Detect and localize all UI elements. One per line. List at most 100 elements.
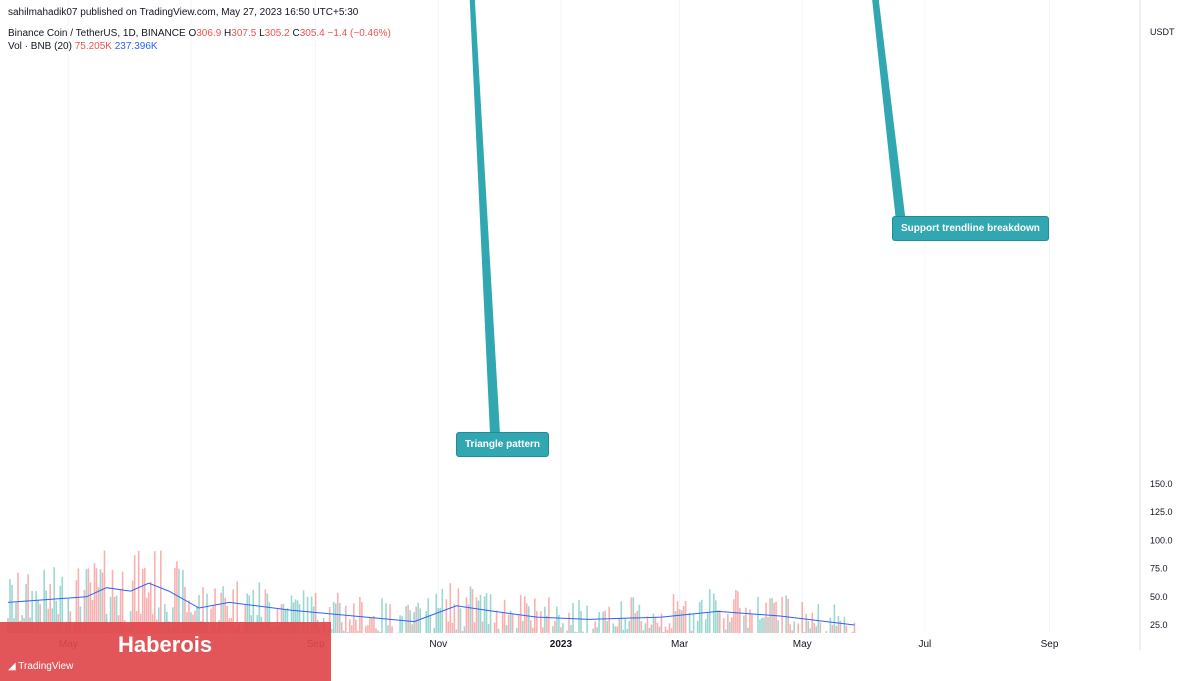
volume-bar [789,624,791,633]
grid [67,0,1141,650]
volume-bar [489,594,492,633]
volume-bar [614,626,617,633]
volume-bar [147,592,150,633]
time-tick-label: Jul [918,639,931,650]
volume-bar [59,585,62,633]
volume-bar [338,602,341,633]
volume-bar [340,622,343,633]
low-label: L [259,28,265,39]
volume-bar [622,629,625,633]
volume-bar [775,601,777,633]
volume-bar [101,572,104,633]
volume-bar [143,567,146,633]
time-tick-label: Sep [1041,639,1059,650]
volume-bar [552,626,554,633]
volume-bar [668,623,671,633]
volume-bar [672,594,675,633]
volume-bar [459,608,462,633]
volume-bar [451,622,454,633]
volume-bar [692,613,695,633]
volume-bar [747,627,749,633]
volume-bar [825,631,828,633]
volume-bar [596,627,598,633]
volume-bar [473,622,476,633]
volume-bar [529,620,532,633]
volume-bar [135,610,138,633]
volume-bar [851,631,854,633]
volume-bar [558,614,560,633]
volume-bar [266,593,269,633]
volume-bar [487,623,490,633]
volume-bar [616,626,619,633]
volume-bar [49,584,52,633]
volume-bar [570,624,572,633]
volume-bar [226,605,228,633]
volume-bar [757,596,759,633]
volume-bar [805,613,808,633]
volume-bar [797,623,799,633]
volume-bar [481,621,484,633]
volume-bar [336,592,339,633]
volume-bar [236,581,239,633]
volume-bar [184,586,186,633]
symbol-name: Binance Coin / TetherUS, 1D, BINANCE [8,28,186,39]
volume-bar [479,594,482,633]
volume-bar [684,600,687,633]
volume-bar [853,622,856,633]
time-tick-label: Mar [671,639,689,650]
volume-bar [749,609,751,633]
volume-bar [433,627,436,633]
volume-bar [357,630,359,633]
volume-bar [704,619,707,633]
volume-bar [373,615,375,633]
volume-bar [280,604,283,633]
volume-bar [839,620,842,633]
volume-bar [439,607,442,633]
volume-bar [371,617,373,633]
volume-ma-line [7,582,855,626]
volume-bar [25,584,27,633]
volume-tick-label: 125.0 [1150,507,1173,517]
callout-support-breakdown: Support trendline breakdown [892,216,1049,241]
volume-bar [763,617,765,633]
volume-bar [55,600,58,633]
volume-bar [93,563,96,633]
volume-bar [483,596,486,633]
volume-bar [556,606,558,633]
volume-bar [361,602,363,633]
volume-bar [369,617,371,633]
countdown-tag: 12:38:07 [1145,317,1185,328]
volume-bar [461,631,464,633]
volume-bar [214,588,216,633]
volume-bar [660,613,663,633]
volume-bar [77,568,80,633]
volume-bar [296,600,299,633]
volume-tick-label: 75.0 [1150,564,1168,574]
volume-bar [727,614,729,633]
volume-bar [45,590,48,633]
volume-bar [523,596,526,633]
volume-bar [785,595,787,633]
volume-bar [521,621,524,633]
volume-bar [411,624,413,633]
brand-banner [0,622,331,681]
volume-bar [582,631,584,633]
volume-bar [109,596,112,633]
volume-bar [328,607,331,633]
volume-bar [618,617,621,633]
volume-bar [497,628,500,633]
volume-bar [344,605,347,633]
volume-bar [35,591,37,633]
callout-pointer [872,0,908,240]
volume-bar [95,568,98,633]
volume-bar [284,609,287,633]
volume-bar [527,606,530,633]
volume-bar [634,613,637,633]
volume-bar [725,629,727,633]
change-value: −1.4 (−0.46%) [327,28,391,39]
volume-bar [429,615,432,633]
volume-bar [246,593,249,633]
volume-bar [51,608,54,633]
volume-bar [507,614,510,633]
volume-bar [598,612,600,633]
